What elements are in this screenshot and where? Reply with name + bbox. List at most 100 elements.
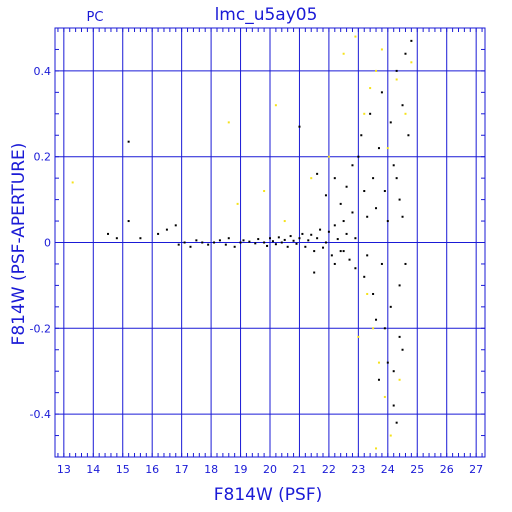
data-point bbox=[386, 220, 389, 223]
data-point bbox=[301, 232, 304, 235]
data-point bbox=[207, 243, 210, 246]
x-axis-label: F814W (PSF) bbox=[214, 485, 323, 505]
data-point bbox=[363, 190, 366, 193]
data-point bbox=[389, 434, 392, 437]
data-point bbox=[263, 241, 266, 244]
data-point bbox=[372, 327, 375, 330]
data-point bbox=[372, 177, 375, 180]
data-point bbox=[345, 232, 348, 235]
data-point bbox=[386, 361, 389, 364]
data-point bbox=[139, 237, 142, 240]
data-point bbox=[280, 241, 283, 244]
data-point bbox=[236, 202, 239, 205]
data-point bbox=[360, 134, 363, 137]
data-point bbox=[366, 292, 369, 295]
data-point bbox=[398, 335, 401, 338]
x-tick-label: 15 bbox=[116, 463, 130, 476]
data-point bbox=[348, 258, 351, 261]
data-point bbox=[410, 61, 413, 64]
data-point bbox=[354, 237, 357, 240]
data-point bbox=[383, 190, 386, 193]
data-point bbox=[307, 239, 310, 242]
data-point bbox=[375, 318, 378, 321]
data-point bbox=[392, 370, 395, 373]
data-point bbox=[248, 240, 251, 243]
data-point bbox=[395, 421, 398, 424]
data-point bbox=[398, 198, 401, 201]
data-point bbox=[313, 250, 316, 253]
data-point bbox=[377, 147, 380, 150]
data-point bbox=[336, 238, 339, 241]
data-point bbox=[398, 284, 401, 287]
data-point bbox=[351, 164, 354, 167]
data-point bbox=[380, 91, 383, 94]
data-point bbox=[165, 228, 168, 231]
data-point bbox=[224, 243, 227, 246]
data-point bbox=[327, 230, 330, 233]
data-point bbox=[342, 52, 345, 55]
data-point bbox=[369, 112, 372, 115]
data-point bbox=[363, 275, 366, 278]
x-tick-label: 20 bbox=[263, 463, 277, 476]
chart-title: lmc_u5ay05 bbox=[215, 5, 318, 25]
x-tick-label: 16 bbox=[145, 463, 159, 476]
data-point bbox=[201, 241, 204, 244]
data-point bbox=[292, 239, 295, 242]
data-point bbox=[398, 378, 401, 381]
data-point bbox=[407, 134, 410, 137]
data-point bbox=[375, 447, 378, 450]
data-point bbox=[375, 69, 378, 72]
data-point bbox=[189, 245, 192, 248]
x-tick-label: 21 bbox=[292, 463, 306, 476]
data-point bbox=[254, 242, 257, 245]
data-point bbox=[298, 237, 301, 240]
data-point bbox=[295, 242, 298, 245]
data-point bbox=[177, 243, 180, 246]
data-point bbox=[227, 121, 230, 124]
data-point bbox=[310, 233, 313, 236]
plot-area: 13 14 15 16 17 18 19 20 21 22 23 24 25 26 27 -0.4 -0.2 0 0… bbox=[30, 27, 486, 476]
data-point bbox=[366, 215, 369, 218]
data-point bbox=[227, 237, 230, 240]
data-point bbox=[401, 215, 404, 218]
y-tick-label: 0.4 bbox=[34, 65, 52, 78]
data-point bbox=[127, 220, 130, 223]
data-point bbox=[401, 348, 404, 351]
data-point bbox=[324, 241, 327, 244]
data-point bbox=[286, 245, 289, 248]
x-tick-label: 23 bbox=[351, 463, 365, 476]
data-point bbox=[271, 240, 274, 243]
y-tick-label: -0.2 bbox=[30, 322, 51, 335]
data-point bbox=[392, 404, 395, 407]
y-tick-label: 0.2 bbox=[34, 151, 52, 164]
data-point bbox=[257, 238, 260, 241]
data-point bbox=[377, 361, 380, 364]
data-point bbox=[233, 245, 236, 248]
data-point bbox=[277, 236, 280, 239]
data-point bbox=[380, 48, 383, 51]
y-tick-label: -0.4 bbox=[30, 408, 51, 421]
x-tick-label: 18 bbox=[204, 463, 218, 476]
data-point bbox=[127, 140, 130, 143]
data-point bbox=[342, 250, 345, 253]
data-point bbox=[330, 254, 333, 257]
data-point bbox=[304, 245, 307, 248]
data-point bbox=[269, 237, 271, 240]
data-point bbox=[404, 262, 407, 265]
data-point bbox=[242, 239, 245, 242]
data-point bbox=[213, 241, 216, 244]
data-point bbox=[316, 237, 319, 240]
data-point bbox=[395, 69, 398, 72]
data-point bbox=[157, 232, 160, 235]
data-point bbox=[174, 224, 177, 227]
x-tick-label: 19 bbox=[234, 463, 248, 476]
data-point bbox=[389, 121, 392, 124]
data-point bbox=[339, 202, 342, 205]
x-tick-label: 25 bbox=[410, 463, 424, 476]
data-point bbox=[107, 232, 110, 235]
data-point bbox=[351, 211, 354, 214]
data-point bbox=[404, 52, 407, 55]
data-point bbox=[389, 305, 392, 308]
data-point bbox=[357, 335, 360, 338]
data-point bbox=[266, 244, 269, 247]
